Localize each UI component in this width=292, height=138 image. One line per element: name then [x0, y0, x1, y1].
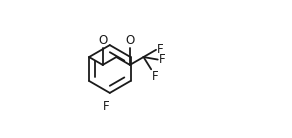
Text: F: F [152, 70, 159, 83]
Text: F: F [103, 100, 110, 113]
Text: O: O [125, 34, 135, 47]
Text: F: F [159, 53, 166, 66]
Text: O: O [98, 34, 107, 47]
Text: F: F [157, 43, 164, 56]
